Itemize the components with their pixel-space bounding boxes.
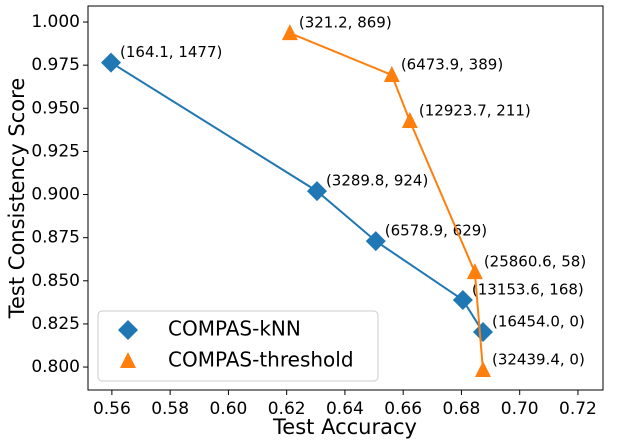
- data-point: [452, 289, 473, 310]
- x-tick-label: 0.60: [209, 399, 247, 419]
- point-label: (16454.0, 0): [492, 313, 585, 331]
- y-tick-label: 0.975: [31, 55, 80, 75]
- point-label: (321.2, 869): [299, 14, 392, 32]
- data-point: [401, 112, 418, 129]
- y-axis-label: Test Consistency Score: [5, 78, 29, 320]
- data-point: [281, 24, 298, 41]
- y-tick-label: 0.900: [31, 185, 80, 205]
- data-point: [472, 322, 493, 343]
- data-point: [466, 263, 483, 280]
- point-label: (32439.4, 0): [492, 350, 585, 368]
- point-label: (164.1, 1477): [120, 43, 222, 61]
- point-label: (13153.6, 168): [472, 280, 584, 298]
- data-point: [306, 181, 327, 202]
- data-point: [365, 231, 386, 252]
- x-axis-label: Test Accuracy: [272, 415, 417, 439]
- y-tick-label: 0.800: [31, 357, 80, 377]
- data-point: [474, 360, 491, 377]
- data-point: [383, 66, 400, 83]
- point-label: (6473.9, 389): [401, 56, 503, 74]
- y-tick-label: 0.825: [31, 314, 80, 334]
- x-tick-label: 0.68: [443, 399, 481, 419]
- point-label: (3289.8, 924): [326, 172, 428, 190]
- data-point: [101, 52, 122, 73]
- x-tick-label: 0.62: [268, 399, 306, 419]
- point-label: (6578.9, 629): [385, 222, 487, 240]
- legend-label: COMPAS-kNN: [168, 317, 301, 341]
- legend-box: [97, 310, 379, 382]
- y-tick-label: 0.925: [31, 141, 80, 161]
- legend-label: COMPAS-threshold: [168, 348, 354, 372]
- y-tick-label: 0.950: [31, 98, 80, 118]
- x-tick-label: 0.64: [326, 399, 364, 419]
- x-tick-label: 0.72: [559, 399, 597, 419]
- y-tick-label: 1.000: [31, 12, 80, 32]
- point-label: (12923.7, 211): [419, 102, 531, 120]
- x-tick-label: 0.66: [384, 399, 422, 419]
- legend-marker: [120, 352, 136, 368]
- x-tick-label: 0.58: [151, 399, 189, 419]
- plot-frame: [87, 5, 604, 391]
- point-label: (25860.6, 58): [484, 253, 586, 271]
- legend-marker: [118, 320, 138, 340]
- y-tick-label: 0.875: [31, 228, 80, 248]
- x-tick-label: 0.56: [93, 399, 131, 419]
- x-tick-label: 0.70: [501, 399, 539, 419]
- y-tick-label: 0.850: [31, 271, 80, 291]
